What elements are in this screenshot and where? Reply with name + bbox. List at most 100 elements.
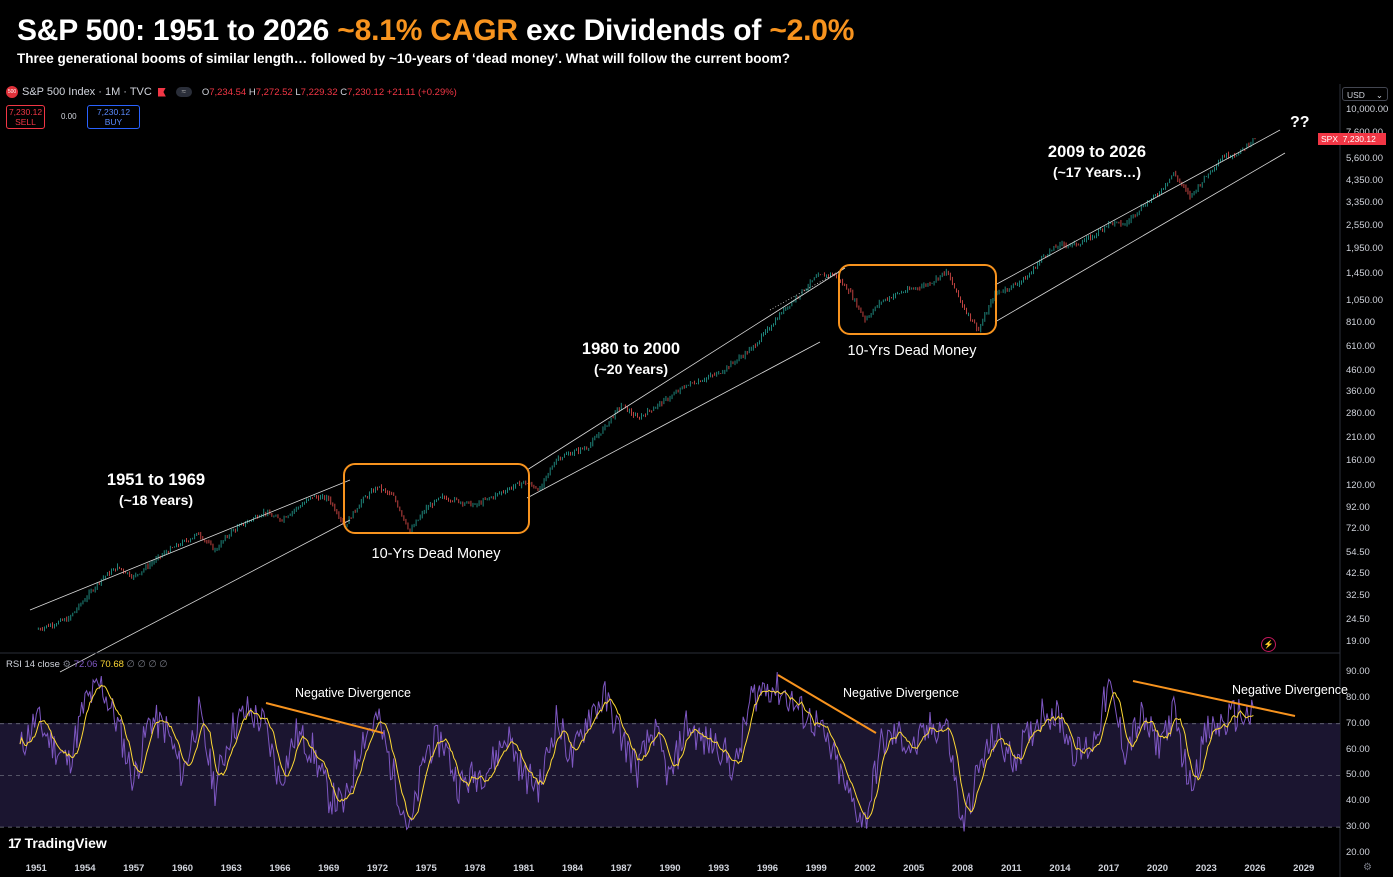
symbol-logo-icon: 500 <box>6 86 18 98</box>
time-tick-label: 1990 <box>659 863 681 874</box>
time-tick-label: 1999 <box>805 863 827 874</box>
price-tick-label: 24.50 <box>1346 614 1370 626</box>
title-dividends: ~2.0% <box>769 14 855 47</box>
price-tick-label: 7,600.00 <box>1346 127 1383 138</box>
annotation-neg-div-2: Negative Divergence <box>842 686 960 700</box>
ohlc-values: O7,234.54 H7,272.52 L7,229.32 C7,230.12 … <box>201 86 457 98</box>
rsi-ma-line <box>19 684 1254 820</box>
visibility-toggle-icon[interactable]: ≈ <box>175 87 192 97</box>
rsi-tick-label: 20.00 <box>1346 847 1370 858</box>
lightning-icon[interactable]: ⚡ <box>1261 637 1276 652</box>
rsi-tick-label: 60.00 <box>1346 743 1370 755</box>
price-tick-label: 5,600.00 <box>1346 153 1383 165</box>
price-tick-label: 210.00 <box>1346 432 1376 443</box>
time-tick-label: 2020 <box>1146 863 1169 874</box>
time-tick-label: 1957 <box>123 863 145 874</box>
dead-money-box-2 <box>838 264 997 335</box>
time-tick-label: 1993 <box>708 863 730 874</box>
time-tick-label: 1954 <box>74 863 96 874</box>
title-cagr: ~8.1% CAGR <box>337 14 518 47</box>
currency-select[interactable]: USD ⌄ <box>1342 87 1388 101</box>
buy-button[interactable]: 7,230.12 BUY <box>87 105 140 129</box>
price-tick-label: 610.00 <box>1346 341 1376 353</box>
flag-icon[interactable] <box>157 87 166 97</box>
spread-value: 0.00 <box>61 112 77 121</box>
price-tick-label: 120.00 <box>1346 479 1376 491</box>
rsi-tick-label: 80.00 <box>1346 691 1370 703</box>
price-tick-label: 32.50 <box>1346 590 1370 602</box>
gear-icon[interactable]: ⚙ <box>1363 862 1372 873</box>
time-tick-label: 2014 <box>1049 863 1071 874</box>
price-tick-label: 360.00 <box>1346 386 1376 398</box>
time-tick-label: 1987 <box>610 863 632 874</box>
symbol-toolbar: 500 S&P 500 Index · 1M · TVC ≈ O7,234.54… <box>6 86 457 98</box>
rsi-tick-label: 50.00 <box>1346 769 1370 781</box>
time-tick-label: 1951 <box>25 863 47 874</box>
rsi-layer <box>19 671 1254 832</box>
time-tick-label: 1963 <box>220 863 242 874</box>
price-tick-label: 3,350.00 <box>1346 196 1383 208</box>
time-tick-label: 2026 <box>1244 863 1266 874</box>
tradingview-logo-icon: 17 <box>8 835 22 851</box>
rsi-tick-label: 40.00 <box>1346 795 1370 807</box>
time-tick-label: 2008 <box>951 863 974 874</box>
rsi-tick-label: 90.00 <box>1346 666 1370 677</box>
annotation-boom-2: 1980 to 2000 (~20 Years) <box>581 340 681 377</box>
time-tick-label: 2029 <box>1293 863 1315 874</box>
page-title: S&P 500: 1951 to 2026 ~8.1% CAGR exc Div… <box>17 14 854 48</box>
dead-money-box-1 <box>343 463 530 534</box>
annotation-neg-div-3: Negative Divergence <box>1231 683 1349 697</box>
channel-layer <box>29 129 1286 673</box>
time-tick-label: 1996 <box>756 863 779 874</box>
channel-line <box>59 519 351 673</box>
rsi-line <box>19 671 1254 832</box>
time-tick-label: 1960 <box>171 863 194 874</box>
box-layer <box>343 264 997 534</box>
chevron-down-icon: ⌄ <box>1375 90 1383 100</box>
settings-icon[interactable]: ⚙ <box>62 659 72 670</box>
time-tick-label: 1972 <box>366 863 389 874</box>
sell-button[interactable]: 7,230.12 SELL <box>6 105 45 129</box>
price-tick-label: 1,450.00 <box>1346 267 1383 279</box>
price-tick-label: 810.00 <box>1346 317 1376 329</box>
price-tick-label: 42.50 <box>1346 567 1370 579</box>
time-tick-label: 2005 <box>903 863 925 874</box>
annotation-neg-div-1: Negative Divergence <box>294 686 412 700</box>
annotation-dead-money-2: 10-Yrs Dead Money <box>847 343 977 359</box>
price-tick-label: 280.00 <box>1346 407 1376 419</box>
price-tick-label: 1,050.00 <box>1346 295 1383 307</box>
annotation-boom-1: 1951 to 1969 (~18 Years) <box>106 471 206 508</box>
divergence-line <box>777 674 877 734</box>
price-tick-label: 92.00 <box>1346 502 1370 514</box>
price-tick-label: 10,000.00 <box>1346 104 1389 115</box>
symbol-name[interactable]: S&P 500 Index · 1M · TVC <box>22 86 152 98</box>
price-tick-label: 19.00 <box>1346 636 1370 647</box>
tradingview-logo[interactable]: 17 TradingView <box>8 835 107 851</box>
price-tick-label: 160.00 <box>1346 455 1376 467</box>
time-tick-label: 1969 <box>318 863 340 874</box>
price-tick-label: 4,350.00 <box>1346 174 1383 186</box>
price-tick-label: 54.50 <box>1346 546 1370 558</box>
price-tick-label: 72.00 <box>1346 522 1370 534</box>
divergence-lines <box>265 674 1296 734</box>
price-tick-label: 1,950.00 <box>1346 242 1383 254</box>
time-tick-label: 2023 <box>1195 863 1217 874</box>
channel-line <box>29 479 351 611</box>
annotation-boom-3: 2009 to 2026 (~17 Years…) <box>1047 143 1147 180</box>
rsi-legend[interactable]: RSI 14 close ⚙ 72.06 70.68 ∅ ∅ ∅ ∅ <box>6 659 168 670</box>
time-tick-label: 1981 <box>513 863 535 874</box>
rsi-tick-label: 70.00 <box>1346 717 1370 729</box>
time-tick-label: 2002 <box>854 863 876 874</box>
annotation-dead-money-1: 10-Yrs Dead Money <box>371 546 501 562</box>
price-tag: SPX 7,230.12 <box>1318 133 1386 145</box>
page-subtitle: Three generational booms of similar leng… <box>17 51 790 66</box>
channel-line <box>769 267 846 311</box>
channel-line <box>994 152 1286 323</box>
price-layer <box>37 137 1256 632</box>
time-tick-label: 1975 <box>415 863 437 874</box>
time-tick-label: 1966 <box>269 863 291 874</box>
rsi-band <box>0 723 1340 827</box>
annotation-question: ?? <box>1290 114 1310 131</box>
time-tick-label: 1984 <box>561 863 584 874</box>
